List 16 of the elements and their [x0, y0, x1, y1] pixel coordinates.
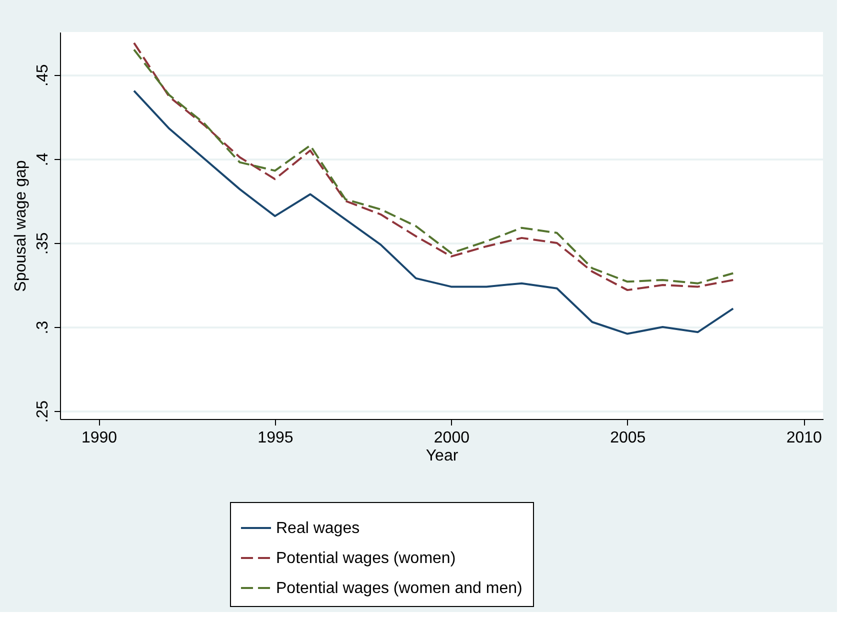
- legend-label: Potential wages (women): [276, 550, 456, 567]
- y-tick-label: .45: [34, 64, 52, 86]
- x-axis-title: Year: [426, 448, 459, 464]
- y-tick-label: .25: [34, 400, 52, 423]
- x-tick-label: 2010: [786, 430, 822, 446]
- legend-label: Real wages: [276, 520, 360, 537]
- legend-label: Potential wages (women and men): [276, 580, 522, 597]
- y-tick-label: .35: [34, 232, 52, 255]
- x-tick-label: 1995: [258, 430, 294, 446]
- x-tick-label: 1990: [81, 430, 118, 446]
- line-series: [133, 90, 734, 335]
- y-tick-label: .4: [34, 152, 52, 166]
- y-axis-title: Spousal wage gap: [12, 160, 30, 292]
- x-tick-label: 2005: [610, 430, 646, 446]
- y-tick-label: .3: [34, 320, 52, 334]
- x-tick-label: 2000: [434, 430, 470, 446]
